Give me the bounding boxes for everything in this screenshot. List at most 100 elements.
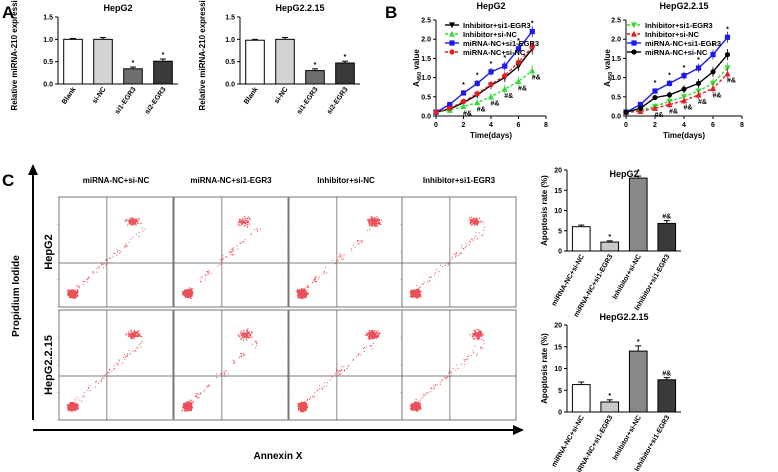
significance-mark: * [697, 57, 700, 64]
flow-dots [66, 329, 143, 412]
y-axis-label-main: A [412, 81, 421, 87]
x-tick-label: 2 [462, 122, 466, 129]
bar-inhibitor-si1-egr3 [657, 222, 677, 252]
x-tick-label: 0 [434, 122, 438, 129]
y-tick-label: 10 [554, 366, 562, 373]
data-point [447, 101, 453, 108]
flow-plot [172, 196, 289, 308]
series-line-inhibitor-si1-egr3 [625, 67, 729, 113]
x-category-label: si1-EGR3 [114, 86, 138, 116]
flow-x-axis-label: Annexin X [254, 451, 303, 462]
significance-mark: * [683, 65, 686, 72]
x-axis-arrow-head [513, 425, 524, 435]
bar-inhibitor-si-nc [628, 350, 648, 413]
flow-row-label: HepG2.2.15 [43, 335, 55, 395]
significance-mark: * [712, 44, 715, 51]
x-tick-label: 8 [544, 122, 548, 129]
y-tick-label: 1.0 [611, 75, 621, 82]
data-point [695, 91, 702, 98]
flow-row-label: HepG2 [43, 234, 55, 269]
chart-c-hepg2215: HepG2.2.1505101520miRNA-NC+si-NC*miRNA-N… [540, 312, 681, 472]
legend-label-mirna-nc-si-nc: miRNA-NC+si-NC [645, 48, 708, 57]
flow-dots [409, 216, 486, 299]
x-category-label: si2-EGR3 [144, 86, 168, 116]
bar-si2-egr3 [153, 60, 173, 85]
data-point [502, 73, 508, 79]
y-tick-label: 1.5 [225, 15, 235, 22]
y-tick-label: 0.0 [225, 82, 235, 89]
flow-plot [57, 309, 174, 421]
legend-label-inhibitor-si-nc: Inhibitor+si-NC [645, 30, 700, 39]
significance-mark: #& [655, 112, 664, 119]
data-point [501, 85, 508, 92]
significance-mark: #& [698, 99, 707, 106]
bar-si-nc [93, 38, 113, 85]
flow-dots [182, 216, 262, 299]
flow-plot-frame [58, 196, 174, 308]
x-category-label: si1-EGR3 [296, 86, 320, 116]
y-tick-label: 1.0 [43, 37, 53, 44]
y-axis-label-sub: 450 [608, 72, 614, 81]
data-point [488, 93, 494, 100]
data-point [449, 30, 455, 37]
significance-mark: #& [491, 101, 500, 108]
y-tick-label: 5 [558, 228, 562, 235]
significance-mark: * [476, 73, 479, 80]
significance-mark: #& [532, 75, 541, 82]
y-axis-label: Relative miRNA-210 expression [198, 0, 207, 111]
y-tick-label: 2.5 [611, 18, 621, 25]
significance-mark: * [608, 234, 611, 241]
data-point [681, 86, 687, 92]
x-category-label: si-NC [273, 86, 289, 105]
significance-mark: * [344, 54, 347, 61]
significance-mark: * [517, 38, 520, 45]
chart-title: HepG2.2.15 [659, 1, 708, 11]
flow-plot [172, 309, 289, 421]
data-point [637, 101, 644, 108]
chart-title: HepG2 [103, 3, 132, 13]
data-point [724, 70, 731, 77]
legend-label-mirna-nc-si1-egr3: miRNA-NC+si1-EGR3 [463, 39, 539, 48]
data-point [488, 69, 494, 75]
significance-mark: #& [713, 92, 722, 99]
x-axis-label: Time(days) [663, 131, 705, 140]
significance-mark: #& [463, 110, 472, 117]
data-point [652, 88, 658, 94]
data-point [637, 108, 644, 114]
flow-plot-frame [288, 309, 404, 421]
y-axis-label: Apoptosis rate (%) [540, 175, 549, 246]
data-point [652, 105, 658, 111]
chart-title: HepG2.2.15 [599, 312, 648, 322]
flow-column-label: miRNA-NC+si1-EGR3 [190, 176, 272, 185]
legend-label-inhibitor-si1-egr3: Inhibitor+si1-EGR3 [645, 21, 713, 30]
data-point [433, 109, 439, 115]
data-point [724, 51, 731, 58]
panel-label-c: C [2, 171, 14, 190]
y-tick-label: 0 [558, 249, 562, 256]
data-point [474, 80, 480, 86]
y-tick-label: 0.0 [421, 114, 431, 121]
significance-mark: * [314, 62, 317, 69]
panel-label-a: A [2, 3, 14, 22]
bar-blank [63, 38, 83, 85]
data-point [631, 22, 637, 29]
y-axis-label-rest: value [412, 49, 421, 72]
significance-mark: * [162, 52, 165, 59]
chart-title: HepG2.2.15 [275, 3, 324, 13]
data-point [724, 34, 731, 40]
chart-a-hepg2: HepG2 0.0 0.5 1.0 1.5 Blank si-NC * si1-EGR3 * si2… [10, 0, 178, 116]
flow-plot-frame [288, 196, 404, 308]
y-axis-label-main: A [603, 81, 612, 87]
data-point [529, 44, 535, 50]
data-point [488, 81, 494, 88]
bar-inhibitor-si1-egr3 [657, 379, 677, 413]
significance-mark: * [654, 80, 657, 87]
y-tick-label: 0.0 [43, 82, 53, 89]
data-point [474, 91, 480, 97]
data-point [460, 103, 467, 109]
bar-si2-egr3 [335, 62, 355, 85]
significance-mark: * [726, 26, 729, 33]
y-axis-label-rest: value [603, 49, 612, 72]
x-tick-label: 4 [489, 122, 493, 129]
